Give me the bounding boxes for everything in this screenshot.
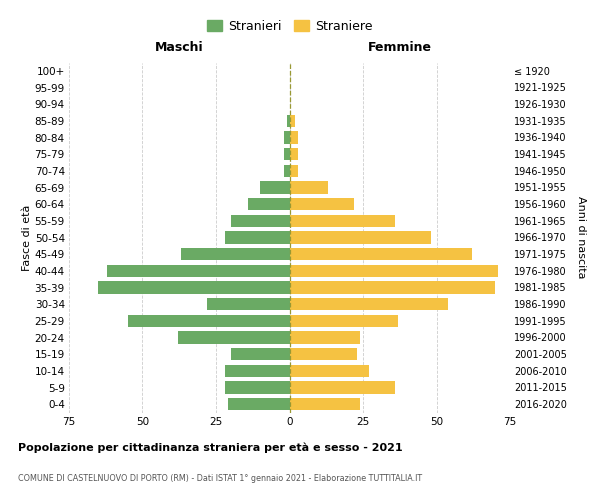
Bar xyxy=(225,381,290,394)
Text: COMUNE DI CASTELNUOVO DI PORTO (RM) - Dati ISTAT 1° gennaio 2021 - Elaborazione : COMUNE DI CASTELNUOVO DI PORTO (RM) - Da… xyxy=(18,474,422,483)
Bar xyxy=(248,198,290,210)
Y-axis label: Fasce di età: Fasce di età xyxy=(22,204,32,270)
Bar xyxy=(98,281,290,293)
Y-axis label: Anni di nascita: Anni di nascita xyxy=(577,196,586,278)
Bar xyxy=(290,331,360,344)
Bar xyxy=(290,114,295,127)
Bar xyxy=(230,214,290,227)
Bar xyxy=(181,248,290,260)
Bar xyxy=(290,348,357,360)
Bar xyxy=(207,298,290,310)
Bar xyxy=(290,298,448,310)
Bar xyxy=(290,314,398,327)
Bar xyxy=(128,314,290,327)
Bar xyxy=(225,364,290,377)
Bar xyxy=(290,164,298,177)
Bar xyxy=(230,348,290,360)
Bar xyxy=(290,181,328,194)
Bar xyxy=(290,281,496,293)
Bar xyxy=(290,364,369,377)
Text: Maschi: Maschi xyxy=(155,41,203,54)
Bar xyxy=(287,114,290,127)
Bar xyxy=(225,231,290,244)
Bar xyxy=(290,131,298,144)
Bar xyxy=(284,164,290,177)
Text: Femmine: Femmine xyxy=(368,41,432,54)
Legend: Stranieri, Straniere: Stranieri, Straniere xyxy=(206,20,373,32)
Bar xyxy=(290,398,360,410)
Bar xyxy=(290,214,395,227)
Bar xyxy=(290,381,395,394)
Bar xyxy=(290,264,498,277)
Bar xyxy=(284,131,290,144)
Bar xyxy=(107,264,290,277)
Bar xyxy=(290,231,431,244)
Bar xyxy=(260,181,290,194)
Text: Popolazione per cittadinanza straniera per età e sesso - 2021: Popolazione per cittadinanza straniera p… xyxy=(18,442,403,453)
Bar xyxy=(228,398,290,410)
Bar xyxy=(284,148,290,160)
Bar xyxy=(290,148,298,160)
Bar xyxy=(290,248,472,260)
Bar xyxy=(290,198,354,210)
Bar xyxy=(178,331,290,344)
